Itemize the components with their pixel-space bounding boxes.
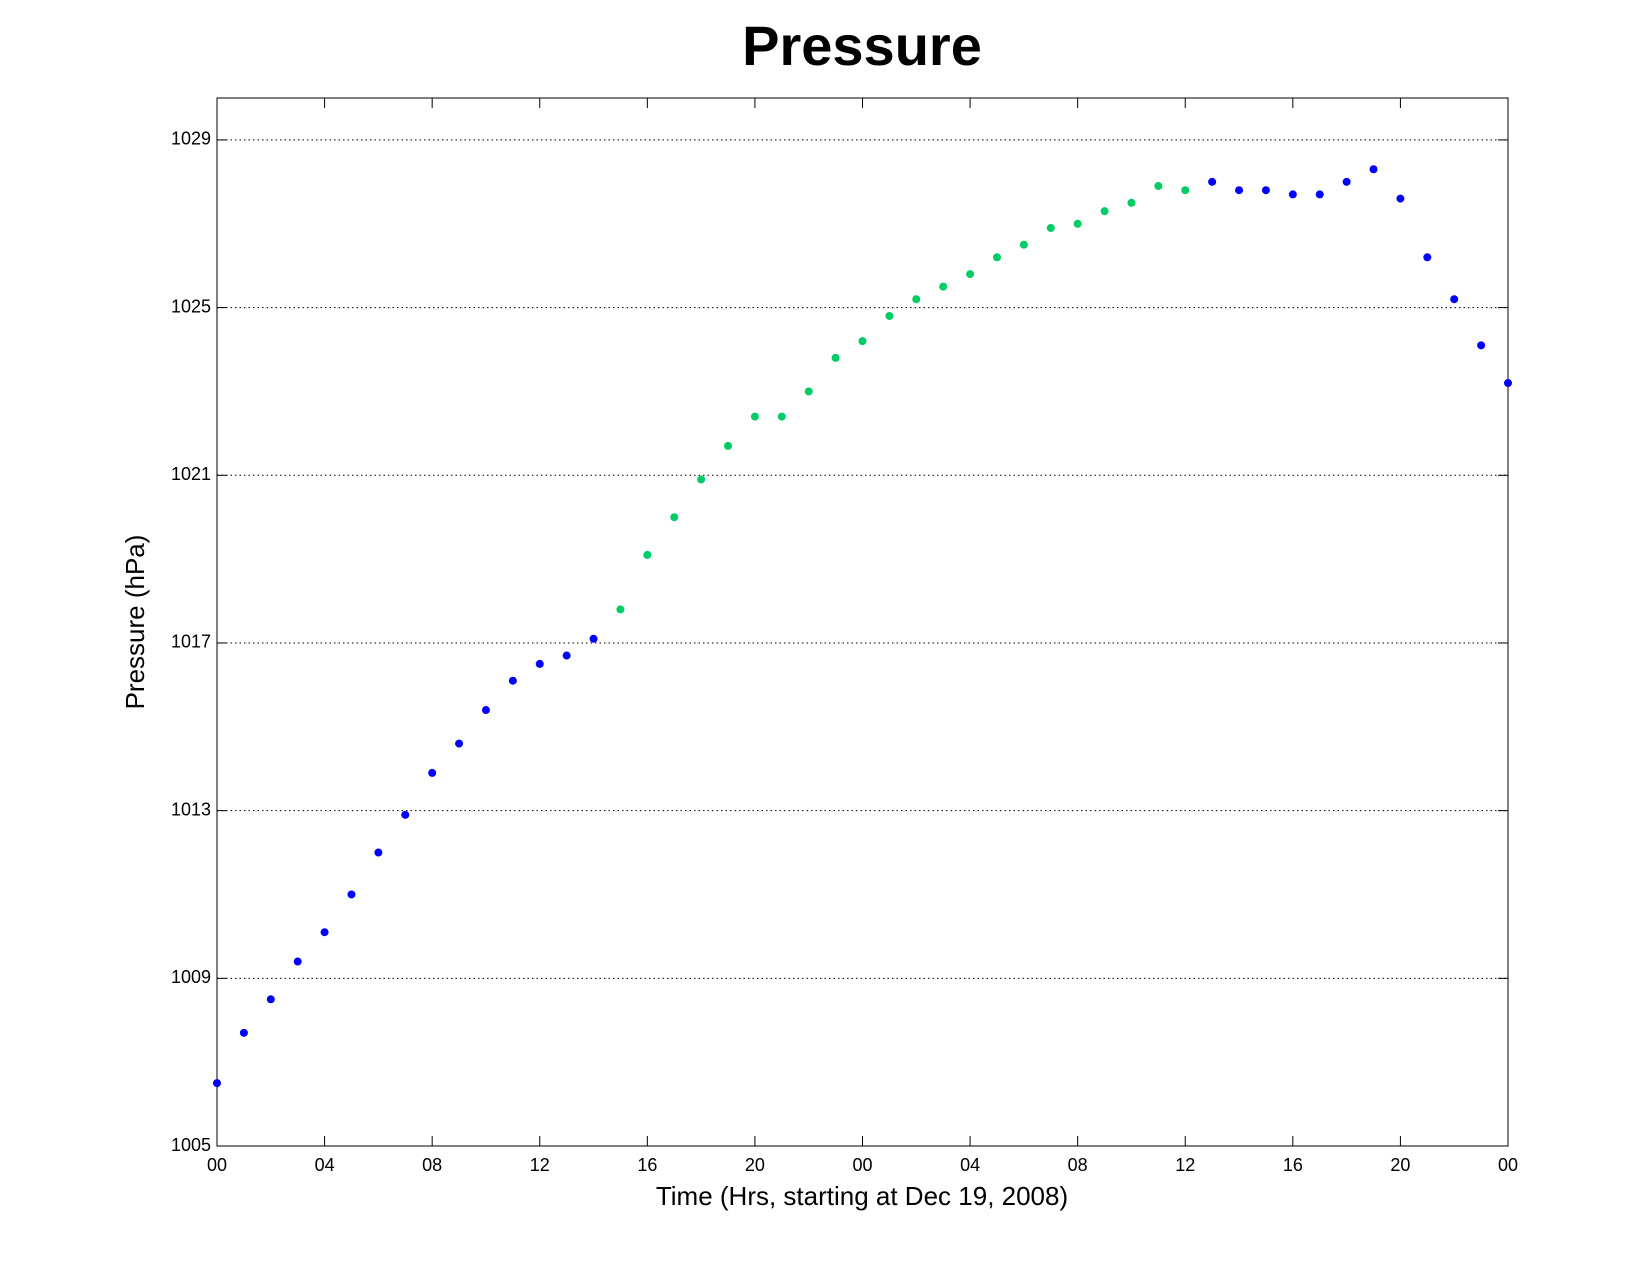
point (1369, 165, 1378, 174)
y-axis-label: Pressure (hPa) (120, 535, 150, 710)
point (1450, 295, 1459, 304)
point (562, 651, 571, 660)
point (1315, 190, 1324, 199)
point (374, 848, 383, 857)
point (293, 957, 302, 966)
point (939, 282, 948, 291)
point (1181, 186, 1190, 195)
point (858, 337, 867, 346)
point (616, 605, 625, 614)
x-tick-label: 04 (315, 1155, 335, 1175)
point (1235, 186, 1244, 195)
y-tick-label: 1009 (171, 967, 211, 987)
point (508, 676, 517, 685)
x-tick-label: 12 (1175, 1155, 1195, 1175)
point (912, 295, 921, 304)
y-tick-label: 1017 (171, 632, 211, 652)
point (724, 441, 733, 450)
point (804, 387, 813, 396)
chart-title: Pressure (742, 14, 982, 77)
x-tick-label: 20 (1390, 1155, 1410, 1175)
x-tick-label: 00 (207, 1155, 227, 1175)
point (1100, 207, 1109, 216)
point (992, 253, 1001, 262)
point (1208, 177, 1217, 186)
x-tick-label: 04 (960, 1155, 980, 1175)
point (589, 634, 598, 643)
point (1019, 240, 1028, 249)
point (481, 706, 490, 715)
point (428, 768, 437, 777)
point (966, 270, 975, 279)
y-tick-label: 1013 (171, 799, 211, 819)
point (239, 1028, 248, 1037)
x-tick-label: 12 (530, 1155, 550, 1175)
point (831, 353, 840, 362)
point (266, 995, 275, 1004)
point (1288, 190, 1297, 199)
point (1046, 223, 1055, 232)
point (697, 475, 706, 484)
x-tick-label: 08 (422, 1155, 442, 1175)
point (455, 739, 464, 748)
y-tick-label: 1025 (171, 296, 211, 316)
x-axis-label: Time (Hrs, starting at Dec 19, 2008) (656, 1181, 1068, 1211)
point (1127, 198, 1136, 207)
point (1261, 186, 1270, 195)
point (1073, 219, 1082, 228)
point (885, 311, 894, 320)
y-tick-label: 1005 (171, 1135, 211, 1155)
point (1504, 379, 1512, 388)
plot-frame (216, 97, 1509, 1147)
point (670, 513, 679, 522)
point (320, 928, 329, 937)
point (1154, 182, 1163, 191)
point (535, 659, 544, 668)
point (1342, 177, 1351, 186)
point (777, 412, 786, 421)
point (401, 810, 410, 819)
point (643, 550, 652, 559)
y-tick-label: 1021 (171, 464, 211, 484)
point (750, 412, 759, 421)
x-tick-label: 00 (852, 1155, 872, 1175)
y-tick-label: 1029 (171, 129, 211, 149)
point (1477, 341, 1486, 350)
point (347, 890, 356, 899)
x-tick-label: 20 (745, 1155, 765, 1175)
point (1423, 253, 1432, 262)
x-tick-label: 16 (1283, 1155, 1303, 1175)
point (213, 1079, 221, 1088)
x-tick-label: 16 (637, 1155, 657, 1175)
x-tick-label: 08 (1068, 1155, 1088, 1175)
point (1396, 194, 1405, 203)
x-tick-label: 00 (1498, 1155, 1518, 1175)
